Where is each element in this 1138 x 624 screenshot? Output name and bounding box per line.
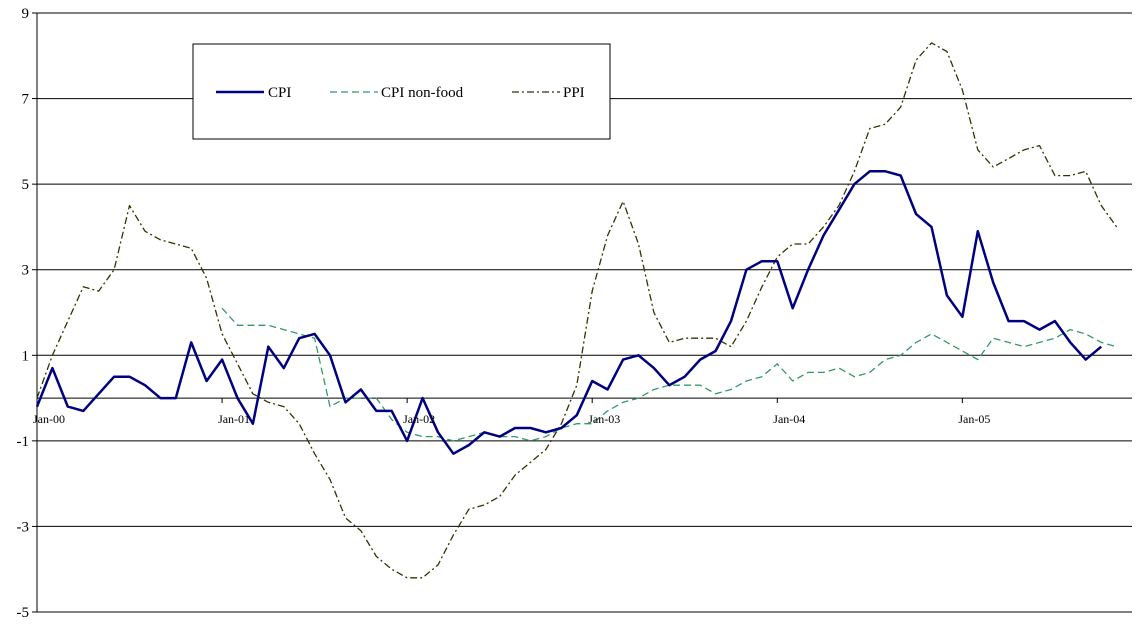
y-tick-label: 9: [22, 6, 30, 22]
legend-label-0: CPI: [268, 85, 291, 101]
x-tick-labels: Jan-00 Jan-01 Jan-02 Jan-03 Jan-04 Jan-05: [33, 412, 990, 426]
x-tick-label: Jan-01: [218, 412, 250, 426]
x-tick-label: Jan-05: [958, 412, 990, 426]
series-line-2: [36, 42, 1118, 579]
y-tick-label: -1: [17, 434, 30, 450]
y-tick-labels: -5 -3 -1 1 3 5 7 9: [17, 6, 30, 621]
y-tick-label: 3: [22, 263, 30, 279]
x-tick-label: Jan-03: [588, 412, 620, 426]
legend-label-1: CPI non-food: [381, 85, 464, 101]
y-tick-label: 5: [22, 177, 30, 193]
y-tick-label: -3: [17, 519, 30, 535]
x-tick-label: Jan-04: [773, 412, 805, 426]
y-tick-label: -5: [17, 605, 30, 621]
x-tick-label: Jan-02: [403, 412, 435, 426]
x-tick-label: Jan-00: [33, 412, 65, 426]
y-tick-label: 1: [22, 348, 30, 364]
legend-label-2: PPI: [563, 85, 585, 101]
series-lines: [35, 42, 1118, 579]
series-line-1: [221, 307, 1117, 442]
legend: CPI CPI non-food PPI: [192, 43, 611, 140]
series-line-0: [35, 170, 1102, 455]
y-tick-label: 7: [22, 92, 30, 108]
